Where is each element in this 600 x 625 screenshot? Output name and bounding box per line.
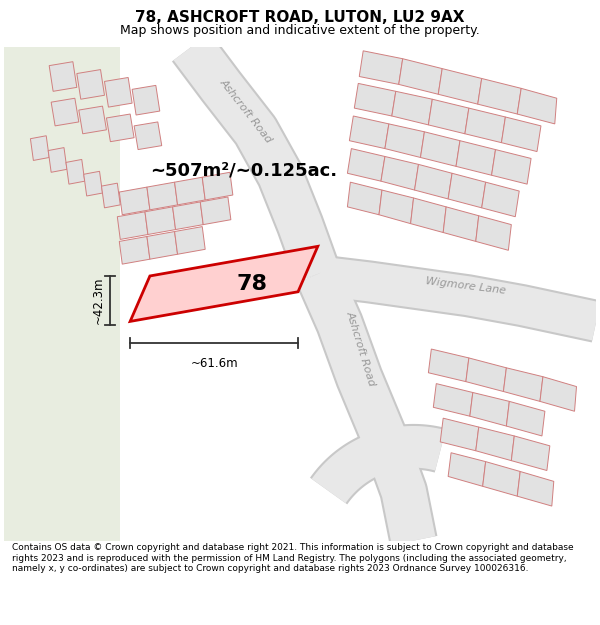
Text: ~42.3m: ~42.3m [91, 277, 104, 324]
Polygon shape [466, 358, 506, 391]
Polygon shape [482, 462, 520, 496]
Polygon shape [347, 182, 382, 215]
Polygon shape [104, 78, 132, 107]
Polygon shape [202, 173, 233, 200]
Polygon shape [379, 190, 413, 224]
Text: Contains OS data © Crown copyright and database right 2021. This information is : Contains OS data © Crown copyright and d… [12, 543, 574, 573]
Polygon shape [106, 114, 134, 142]
Polygon shape [48, 148, 67, 173]
Polygon shape [4, 47, 120, 541]
Polygon shape [119, 236, 150, 264]
Polygon shape [130, 246, 318, 321]
Polygon shape [410, 198, 446, 232]
Polygon shape [478, 79, 521, 114]
Polygon shape [433, 384, 473, 416]
Polygon shape [503, 368, 543, 401]
Polygon shape [465, 108, 505, 142]
Polygon shape [470, 392, 509, 426]
Polygon shape [175, 227, 205, 254]
Polygon shape [540, 377, 577, 411]
Polygon shape [119, 187, 150, 215]
Polygon shape [84, 171, 103, 196]
Text: ~507m²/~0.125ac.: ~507m²/~0.125ac. [150, 161, 337, 179]
Polygon shape [79, 106, 106, 134]
Polygon shape [66, 159, 85, 184]
Polygon shape [31, 136, 49, 161]
Polygon shape [385, 124, 424, 158]
Polygon shape [51, 98, 79, 126]
Text: 78: 78 [236, 274, 267, 294]
Polygon shape [347, 149, 385, 181]
Text: Ashcroft Road: Ashcroft Road [345, 309, 377, 387]
Polygon shape [421, 132, 460, 166]
Polygon shape [502, 117, 541, 151]
Polygon shape [399, 59, 442, 94]
Polygon shape [200, 197, 231, 224]
Polygon shape [415, 164, 452, 199]
Text: Map shows position and indicative extent of the property.: Map shows position and indicative extent… [120, 24, 480, 36]
Polygon shape [392, 91, 433, 125]
Polygon shape [438, 69, 482, 104]
Polygon shape [428, 99, 469, 134]
Polygon shape [491, 149, 531, 184]
Polygon shape [476, 216, 511, 250]
Polygon shape [145, 207, 176, 234]
Polygon shape [440, 418, 479, 451]
Polygon shape [359, 51, 403, 84]
Polygon shape [118, 212, 148, 239]
Polygon shape [134, 122, 162, 149]
Polygon shape [173, 202, 203, 229]
Polygon shape [147, 182, 178, 210]
Polygon shape [506, 401, 545, 436]
Polygon shape [517, 88, 557, 124]
Polygon shape [448, 452, 485, 486]
Polygon shape [175, 177, 205, 205]
Text: ~61.6m: ~61.6m [190, 357, 238, 370]
Polygon shape [132, 86, 160, 115]
Polygon shape [511, 436, 550, 471]
Polygon shape [428, 349, 469, 382]
Text: Ashcroft Road: Ashcroft Road [218, 78, 274, 145]
Text: Wigmore Lane: Wigmore Lane [425, 276, 506, 296]
Polygon shape [101, 183, 120, 208]
Polygon shape [77, 69, 104, 99]
Polygon shape [476, 427, 514, 461]
Polygon shape [443, 207, 479, 241]
Polygon shape [456, 141, 496, 175]
Polygon shape [147, 231, 178, 259]
Polygon shape [482, 182, 519, 217]
Polygon shape [349, 116, 389, 149]
Polygon shape [355, 83, 396, 116]
Text: 78, ASHCROFT ROAD, LUTON, LU2 9AX: 78, ASHCROFT ROAD, LUTON, LU2 9AX [135, 10, 465, 25]
Polygon shape [448, 173, 485, 208]
Polygon shape [49, 62, 77, 91]
Polygon shape [517, 471, 554, 506]
Polygon shape [381, 156, 419, 190]
